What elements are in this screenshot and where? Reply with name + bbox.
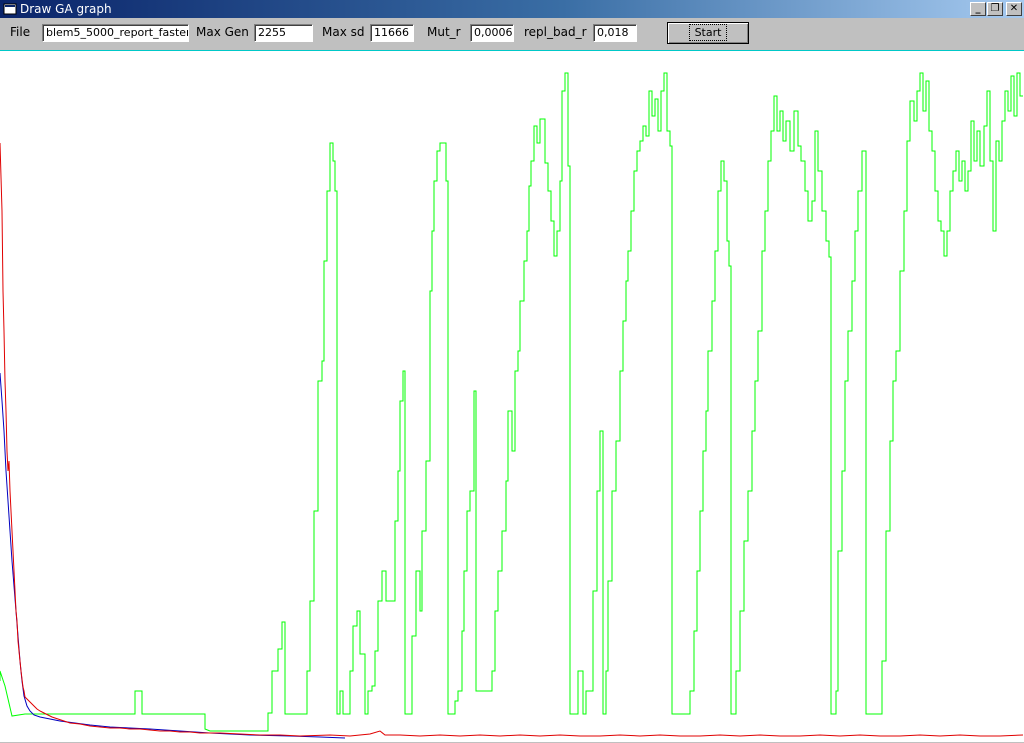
series-green-line xyxy=(0,72,1023,732)
graph-plot xyxy=(0,72,1024,739)
minimize-button[interactable]: _ xyxy=(970,2,986,16)
max-sd-label: Max sd xyxy=(322,25,365,39)
series-blue-line xyxy=(0,372,346,739)
start-button[interactable]: Start xyxy=(667,22,749,44)
mut-r-input[interactable]: 0,0006 xyxy=(470,24,514,42)
toolbar: File blem5_5000_report_faster. Max Gen 2… xyxy=(0,18,1024,50)
max-gen-input[interactable]: 2255 xyxy=(254,24,313,42)
minimize-icon: _ xyxy=(975,3,981,14)
series-red-line xyxy=(0,142,1024,737)
close-button[interactable]: ✕ xyxy=(1006,2,1022,16)
file-label: File xyxy=(10,25,31,39)
graph-canvas xyxy=(0,50,1024,742)
restore-icon: ❐ xyxy=(990,3,1000,14)
start-button-label: Start xyxy=(688,24,728,41)
mut-r-label: Mut_r xyxy=(427,25,461,39)
maximize-button[interactable]: ❐ xyxy=(987,2,1003,16)
close-icon: ✕ xyxy=(1009,3,1019,14)
file-input[interactable]: blem5_5000_report_faster. xyxy=(42,24,189,42)
app-icon xyxy=(3,3,17,15)
plot-lines xyxy=(0,72,1024,739)
repl-bad-r-label: repl_bad_r xyxy=(524,25,587,39)
window-title: Draw GA graph xyxy=(20,2,112,16)
max-gen-label: Max Gen xyxy=(196,25,249,39)
title-bar: Draw GA graph _ ❐ ✕ xyxy=(0,0,1024,18)
repl-bad-r-input[interactable]: 0,018 xyxy=(593,24,637,42)
max-sd-input[interactable]: 11666 xyxy=(370,24,414,42)
